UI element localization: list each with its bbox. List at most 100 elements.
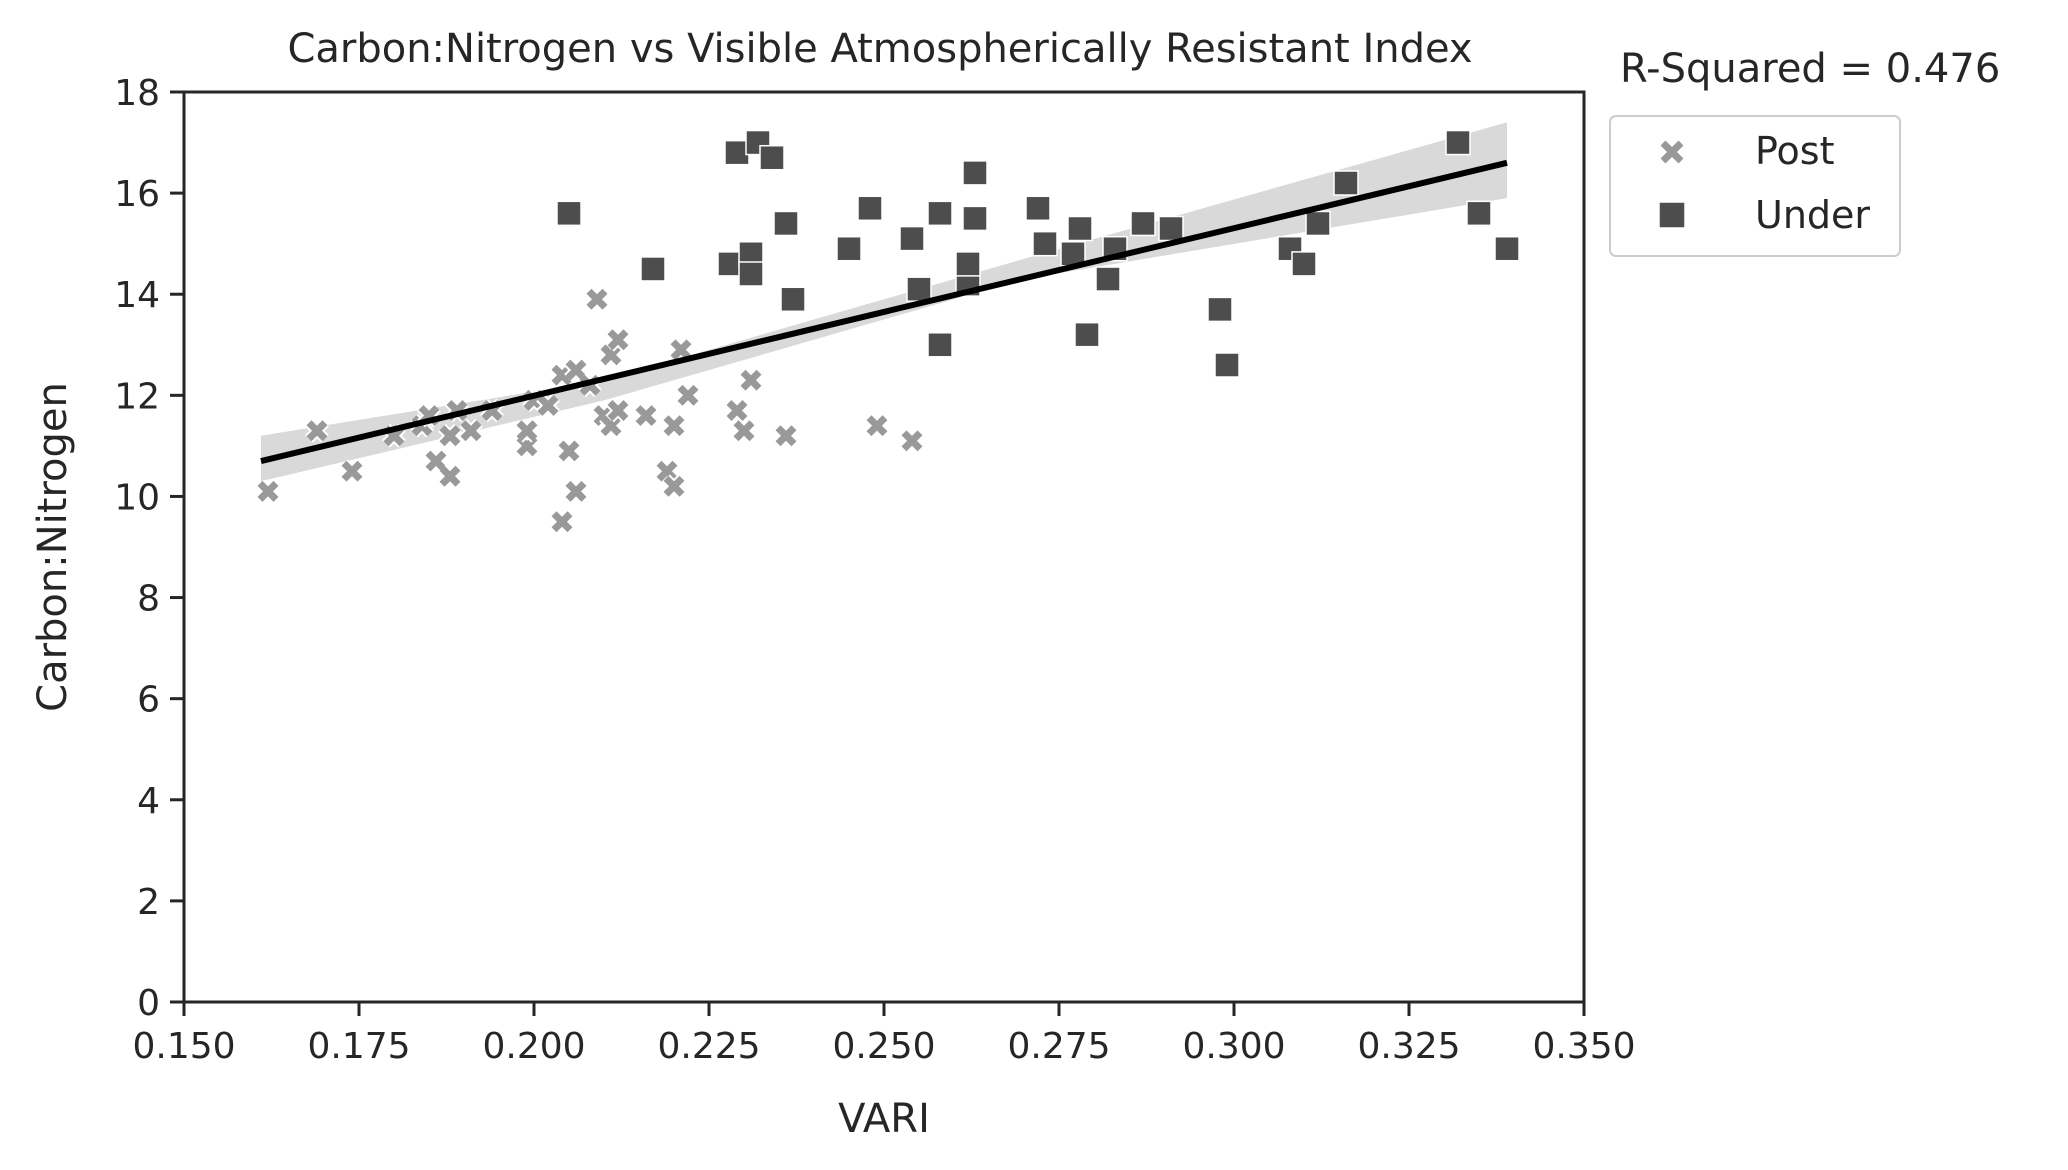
under-point-17 bbox=[955, 251, 981, 277]
under-point-9 bbox=[780, 286, 806, 313]
under-point-2 bbox=[717, 251, 743, 277]
y-tick-label: 10 bbox=[114, 477, 160, 518]
post-point-36 bbox=[739, 368, 763, 393]
post-point-15 bbox=[536, 393, 560, 418]
under-point-27 bbox=[1130, 210, 1156, 237]
post-point-38 bbox=[865, 413, 889, 438]
post-point-28 bbox=[634, 403, 658, 428]
legend-under-square-marker bbox=[1658, 201, 1686, 229]
under-point-25 bbox=[1095, 266, 1121, 292]
regression-line bbox=[260, 159, 1508, 464]
under-point-5 bbox=[738, 261, 764, 287]
under-point-31 bbox=[1277, 235, 1303, 262]
y-tick-label: 12 bbox=[114, 376, 160, 417]
under-point-19 bbox=[962, 160, 988, 186]
legend-post-x-marker bbox=[1659, 139, 1685, 165]
under-point-8 bbox=[773, 210, 799, 237]
x-tick-label: 0.300 bbox=[1182, 1026, 1285, 1067]
under-point-28 bbox=[1158, 215, 1184, 242]
post-point-20 bbox=[564, 479, 588, 504]
under-point-30 bbox=[1214, 352, 1240, 378]
under-point-23 bbox=[1067, 215, 1093, 242]
under-point-24 bbox=[1074, 321, 1100, 348]
post-point-37 bbox=[774, 423, 798, 448]
under-point-7 bbox=[759, 144, 785, 171]
under-point-34 bbox=[1333, 170, 1359, 196]
post-point-22 bbox=[585, 287, 609, 312]
post-point-16 bbox=[550, 509, 574, 534]
post-point-27 bbox=[606, 398, 630, 423]
x-tick-label: 0.250 bbox=[832, 1026, 935, 1067]
x-axis-label: VARI bbox=[838, 1096, 930, 1142]
post-point-25 bbox=[599, 342, 623, 367]
under-point-32 bbox=[1291, 251, 1317, 277]
under-point-14 bbox=[927, 332, 953, 358]
post-point-10 bbox=[459, 418, 483, 443]
y-tick-label: 18 bbox=[114, 73, 160, 114]
x-tick-label: 0.225 bbox=[657, 1026, 760, 1067]
post-point-18 bbox=[557, 439, 581, 463]
legend-label-under: Under bbox=[1755, 193, 1870, 237]
under-point-36 bbox=[1466, 200, 1492, 227]
y-tick-label: 0 bbox=[137, 983, 160, 1024]
y-axis-label: Carbon:Nitrogen bbox=[30, 382, 76, 712]
post-point-34 bbox=[725, 398, 749, 423]
post-point-19 bbox=[564, 358, 588, 382]
under-point-35 bbox=[1445, 129, 1471, 156]
confidence-band-layer bbox=[261, 122, 1507, 482]
under-point-10 bbox=[836, 235, 862, 262]
post-point-8 bbox=[438, 423, 462, 448]
y-tick-label: 2 bbox=[137, 882, 160, 923]
y-tick-label: 6 bbox=[137, 680, 160, 721]
under-point-12 bbox=[899, 225, 925, 252]
legend-label-post: Post bbox=[1755, 129, 1835, 173]
post-point-6 bbox=[424, 449, 448, 473]
post-point-30 bbox=[662, 474, 686, 499]
x-tick-label: 0.325 bbox=[1357, 1026, 1460, 1067]
post-point-0 bbox=[256, 479, 280, 504]
x-tick-label: 0.150 bbox=[132, 1026, 235, 1067]
post-point-2 bbox=[340, 459, 364, 484]
x-tick-label: 0.350 bbox=[1532, 1026, 1635, 1067]
post-point-31 bbox=[662, 413, 686, 438]
under-point-15 bbox=[927, 200, 953, 227]
x-tick-label: 0.275 bbox=[1007, 1026, 1110, 1067]
under-point-29 bbox=[1207, 296, 1233, 323]
under-point-20 bbox=[1025, 195, 1051, 222]
post-point-35 bbox=[732, 418, 756, 443]
y-tick-label: 16 bbox=[114, 174, 160, 215]
confidence-band bbox=[261, 122, 1507, 482]
under-point-13 bbox=[906, 276, 932, 302]
legend: Post Under bbox=[1609, 115, 1901, 257]
post-point-39 bbox=[900, 428, 924, 453]
post-point-24 bbox=[599, 413, 623, 438]
plot-frame bbox=[182, 90, 1586, 1004]
post-point-33 bbox=[676, 383, 700, 408]
y-tick-label: 4 bbox=[137, 781, 160, 822]
y-axis-ticks: 0 2 4 6 8 10 12 14 16 18 bbox=[114, 73, 184, 1024]
post-point-26 bbox=[606, 327, 630, 352]
chart-title: Carbon:Nitrogen vs Visible Atmospherical… bbox=[287, 26, 1472, 72]
y-tick-label: 8 bbox=[137, 579, 160, 620]
legend-post-marker bbox=[1659, 139, 1685, 165]
x-tick-label: 0.200 bbox=[482, 1026, 585, 1067]
under-point-6 bbox=[745, 129, 771, 156]
under-point-0 bbox=[556, 200, 582, 227]
y-tick-label: 14 bbox=[114, 275, 160, 316]
post-point-7 bbox=[438, 464, 462, 489]
post-point-17 bbox=[550, 363, 574, 388]
legend-under-marker bbox=[1658, 201, 1686, 229]
under-point-33 bbox=[1305, 210, 1331, 237]
post-point-1 bbox=[305, 418, 329, 443]
under-point-18 bbox=[962, 205, 988, 232]
under-point-11 bbox=[857, 195, 883, 222]
post-point-13 bbox=[515, 418, 539, 443]
x-axis-ticks: 0.150 0.175 0.200 0.225 0.250 0.275 0.300 0.325… bbox=[132, 1002, 1636, 1067]
under-point-21 bbox=[1032, 230, 1058, 257]
under-point-1 bbox=[640, 256, 666, 282]
post-point-32 bbox=[669, 337, 693, 362]
regression-layer bbox=[260, 159, 1508, 464]
x-tick-label: 0.175 bbox=[307, 1026, 410, 1067]
r-squared-annotation: R-Squared = 0.476 bbox=[1620, 46, 2000, 92]
